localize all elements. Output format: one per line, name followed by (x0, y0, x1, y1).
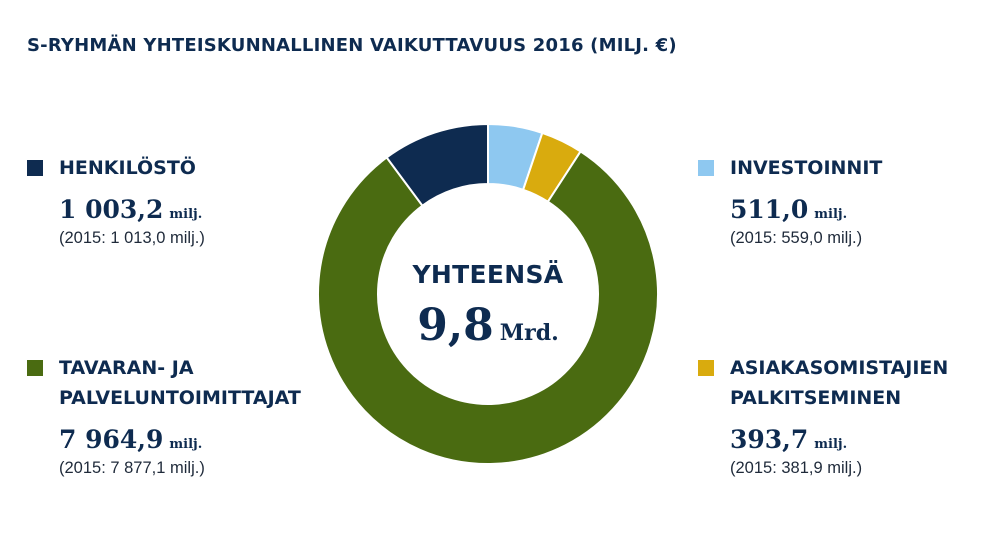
legend-label-tavarat: TAVARAN- JA PALVELUNTOIMITTAJAT (59, 357, 301, 409)
donut-chart (318, 124, 658, 464)
legend-prev-henkilosto: (2015: 1 013,0 milj.) (59, 229, 205, 247)
legend-value-asiakasomistajat: 393,7 milj. (730, 425, 848, 454)
legend-label-asiakasomistajat: ASIAKASOMISTAJIEN PALKITSEMINEN (730, 357, 949, 409)
legend-label-henkilosto: HENKILÖSTÖ (59, 157, 196, 179)
legend-value-tavarat: 7 964,9 milj. (59, 425, 203, 454)
center-total-value: 9,8 Mrd. (417, 300, 559, 351)
legend-prev-tavarat: (2015: 7 877,1 milj.) (59, 459, 205, 477)
legend-label-investoinnit: INVESTOINNIT (730, 157, 883, 179)
legend-henkilosto: HENKILÖSTÖ 1 003,2 milj. (2015: 1 013,0 m… (27, 157, 205, 248)
legend-asiakasomistajat: ASIAKASOMISTAJIEN PALKITSEMINEN 393,7 mil… (698, 357, 948, 478)
legend-value-henkilosto: 1 003,2 milj. (59, 195, 203, 224)
legend-investoinnit: INVESTOINNIT 511,0 milj. (2015: 559,0 mil… (698, 157, 882, 248)
legend-swatch-investoinnit (698, 160, 714, 176)
center-total-label: YHTEENSÄ (412, 260, 564, 289)
legend-swatch-henkilosto (27, 160, 43, 176)
legend-swatch-asiakasomistajat (698, 360, 714, 376)
legend-value-investoinnit: 511,0 milj. (730, 195, 848, 224)
legend-prev-investoinnit: (2015: 559,0 milj.) (730, 229, 863, 247)
legend-tavarat: TAVARAN- JA PALVELUNTOIMITTAJAT 7 964,9 m… (27, 357, 301, 478)
legend-prev-asiakasomistajat: (2015: 381,9 milj.) (730, 459, 863, 477)
donut-slice-3 (318, 150, 658, 464)
chart-title: S-RYHMÄN YHTEISKUNNALLINEN VAIKUTTAVUUS … (27, 35, 677, 56)
donut-slice-4 (385, 124, 489, 208)
legend-swatch-tavarat (27, 360, 43, 376)
